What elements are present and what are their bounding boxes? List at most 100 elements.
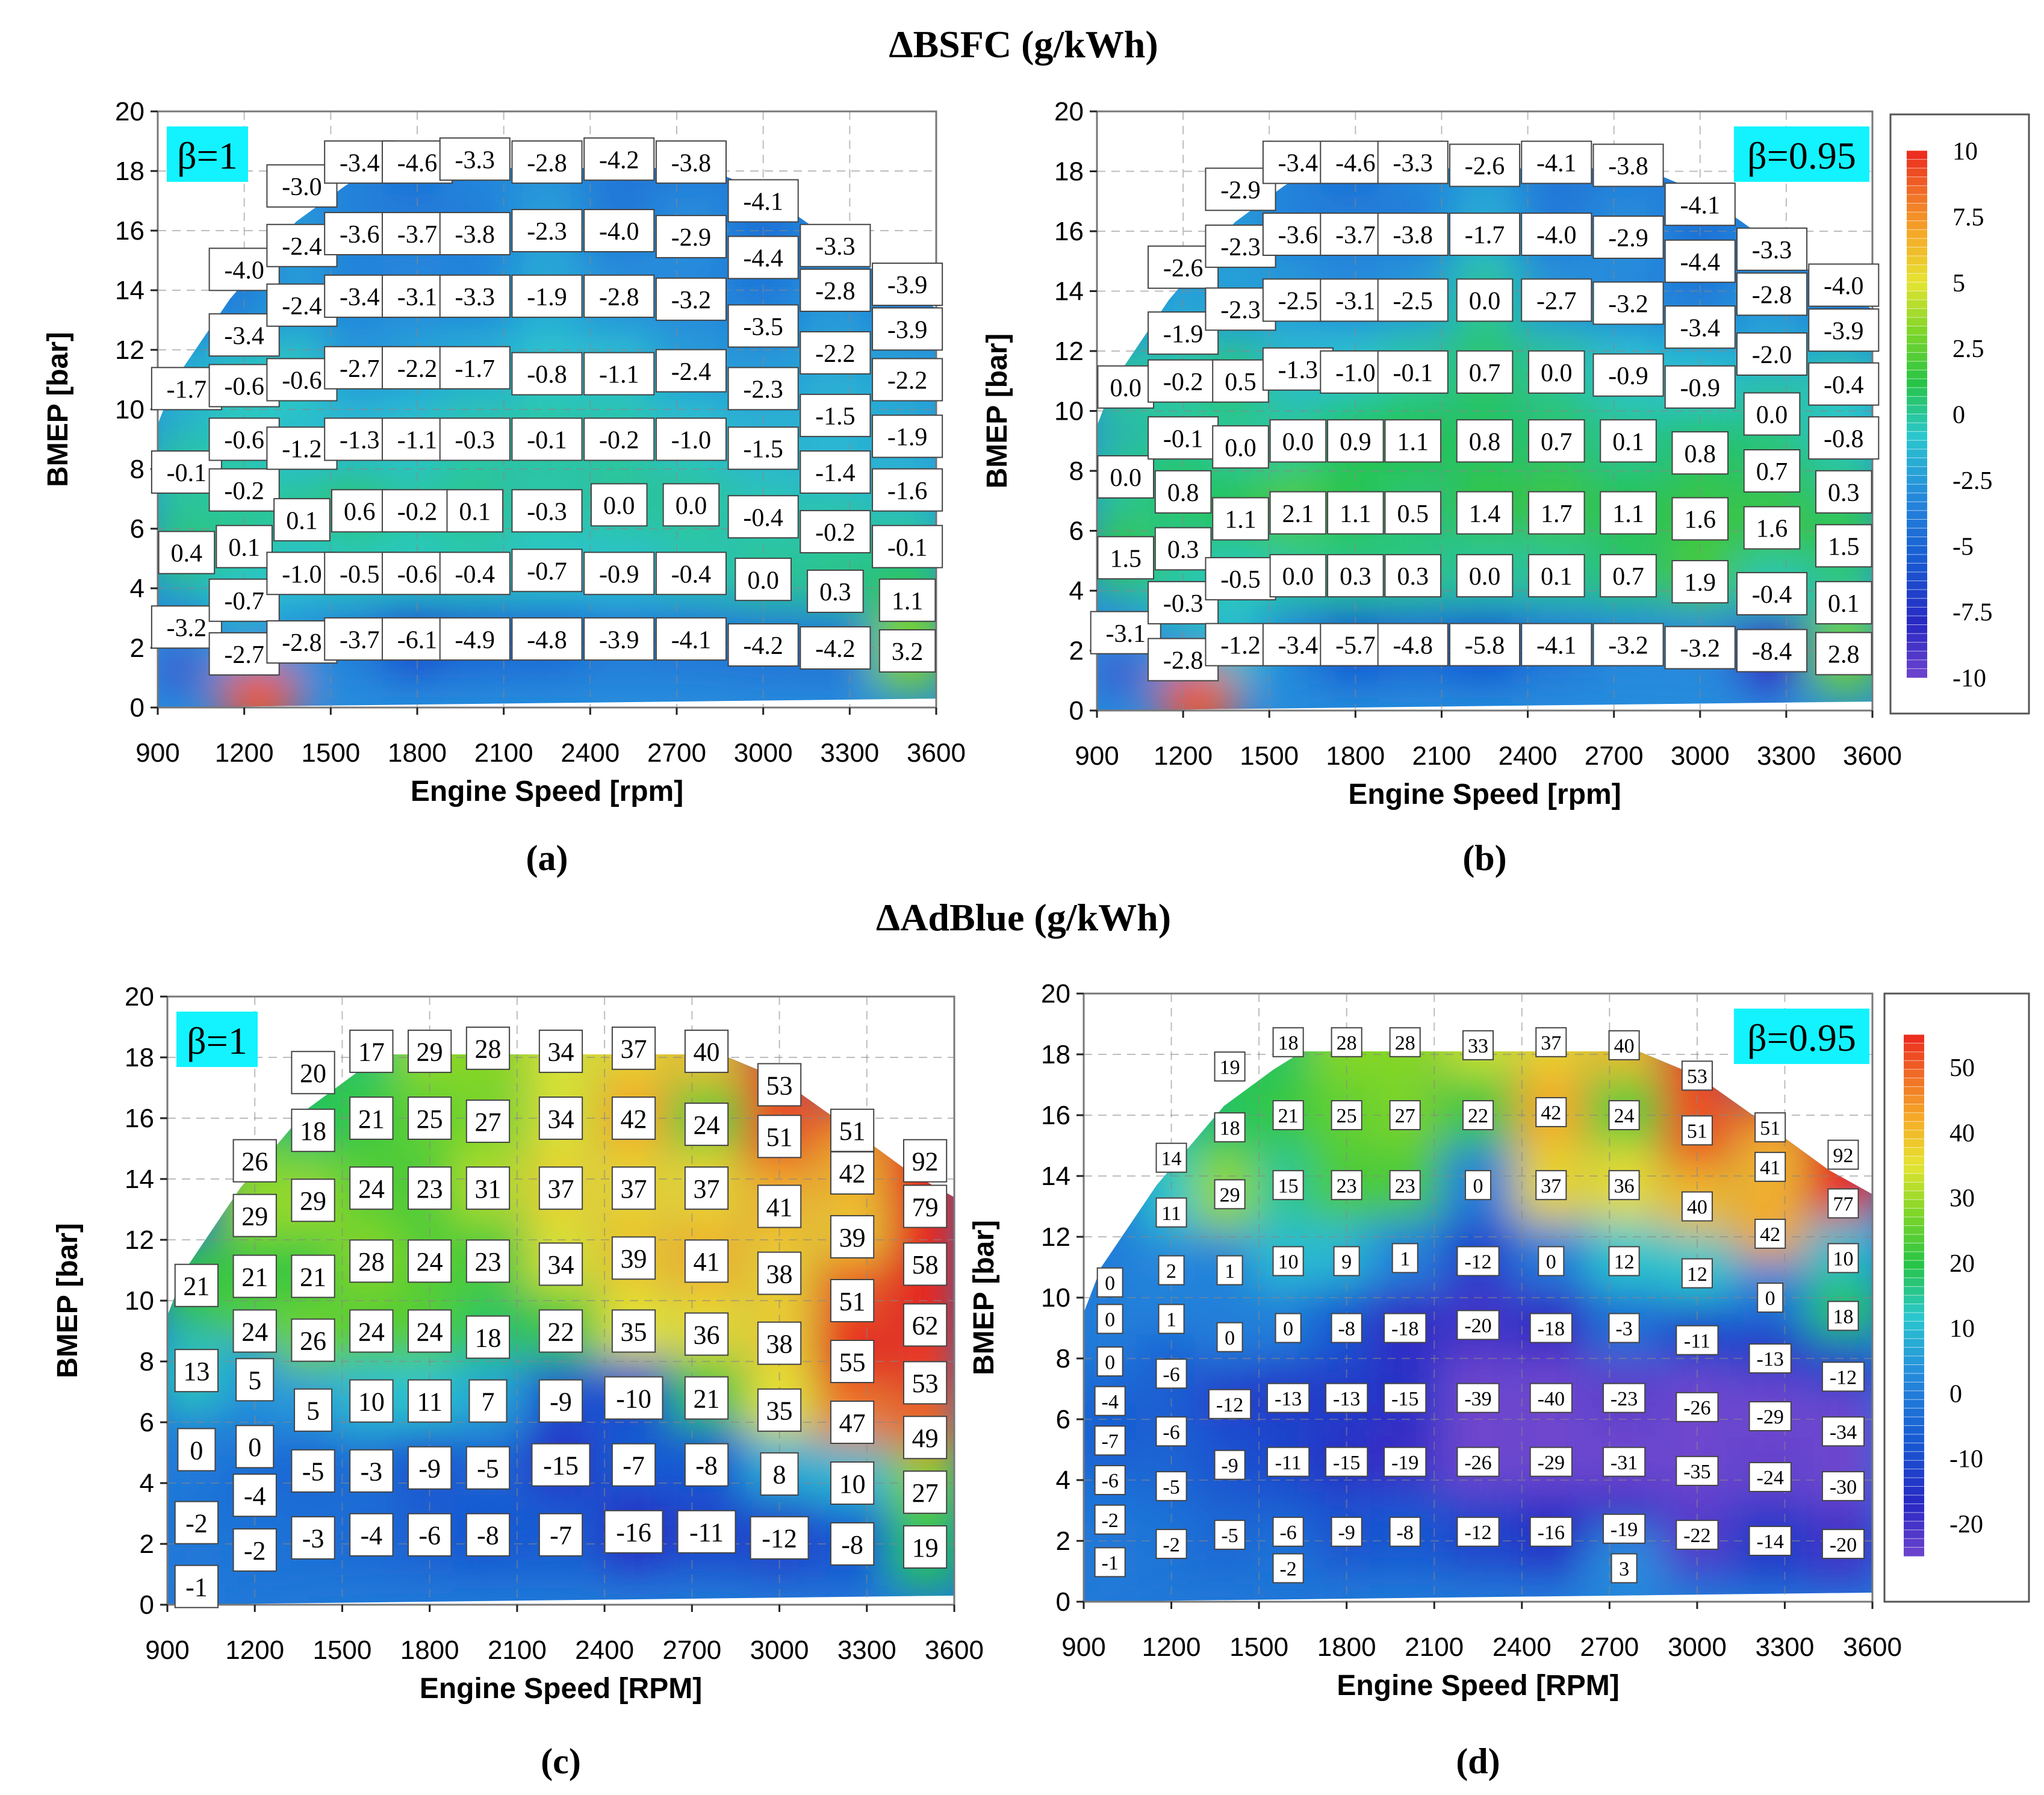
value-label: -10 <box>616 1384 651 1413</box>
value-box <box>1377 140 1449 184</box>
value-box <box>800 509 871 553</box>
value-label: -2.4 <box>282 293 322 320</box>
value-label: -3.2 <box>1680 635 1721 663</box>
value-label: 0.3 <box>1167 536 1199 564</box>
colorbar-swatch <box>1904 1225 1924 1235</box>
value-box <box>1456 1310 1500 1340</box>
y-tick-label: 6 <box>1069 517 1084 546</box>
value-label: 2.8 <box>1828 641 1860 669</box>
value-label: -6 <box>1163 1421 1179 1443</box>
value-label: -2.7 <box>224 641 264 669</box>
value-box <box>655 140 727 184</box>
value-box <box>830 1461 875 1505</box>
colorbar-swatch <box>1907 176 1927 186</box>
y-tick-label: 18 <box>1041 1040 1070 1069</box>
value-label: -2.9 <box>1220 176 1261 204</box>
value-label: 1.7 <box>1541 500 1573 528</box>
colorbar-swatch <box>1907 379 1927 388</box>
value-label: -0.2 <box>1163 369 1204 396</box>
y-tick-label: 18 <box>115 157 144 186</box>
value-label: 0.0 <box>747 567 779 594</box>
value-box <box>735 558 792 602</box>
value-box <box>511 489 583 533</box>
value-box <box>1815 580 1872 624</box>
value-label: 37 <box>621 1174 647 1204</box>
value-box <box>511 549 583 593</box>
value-label: -12 <box>1464 1251 1491 1274</box>
colorbar-swatch <box>1904 1173 1924 1183</box>
y-tick-label: 20 <box>1054 97 1084 126</box>
value-label: -1.3 <box>340 427 380 455</box>
value-label: -5 <box>1163 1476 1179 1498</box>
colorbar-swatch <box>1907 343 1927 353</box>
value-label: -0.2 <box>815 519 856 547</box>
value-label: 41 <box>694 1247 720 1277</box>
value-box <box>1827 1301 1859 1331</box>
value-box <box>1527 419 1585 463</box>
colorbar-swatch <box>1907 493 1927 502</box>
value-label: -15 <box>543 1451 579 1481</box>
value-label: 27 <box>474 1107 501 1137</box>
value-label: -12 <box>1830 1367 1857 1389</box>
x-tick-label: 1200 <box>1142 1632 1201 1662</box>
colorbar-swatch <box>1904 1121 1924 1131</box>
value-box <box>538 1242 583 1286</box>
colorbar-swatch <box>1907 396 1927 406</box>
value-box <box>655 552 727 596</box>
value-box <box>1754 1151 1786 1182</box>
value-label: 0.0 <box>603 493 635 520</box>
colorbar-swatch <box>1904 1043 1924 1053</box>
value-label: -4.8 <box>527 626 567 654</box>
colorbar-swatch <box>1907 405 1927 415</box>
colorbar-swatch <box>1904 1390 1924 1400</box>
value-label: 0.3 <box>819 579 851 606</box>
value-box <box>1272 1100 1304 1130</box>
value-box <box>1333 1246 1360 1277</box>
value-box <box>604 1376 663 1420</box>
y-axis-label: BMEP [bar] <box>52 1223 84 1378</box>
y-tick-label: 14 <box>115 276 144 305</box>
value-label: 34 <box>548 1104 574 1134</box>
value-label: 0.1 <box>1828 590 1860 618</box>
value-label: 8 <box>773 1460 786 1490</box>
colorbar-swatch <box>1907 475 1927 485</box>
value-box <box>757 1388 802 1432</box>
value-label: -4 <box>244 1481 266 1511</box>
value-box <box>878 578 936 622</box>
value-label: -0.8 <box>527 361 567 389</box>
x-axis-label: Engine Speed [rpm] <box>1348 779 1621 810</box>
value-box <box>1456 491 1514 535</box>
value-box <box>1214 1519 1246 1550</box>
colorbar-swatch <box>1904 1182 1924 1192</box>
value-box <box>331 489 388 533</box>
colorbar-swatch <box>1904 1199 1924 1209</box>
value-label: -3.3 <box>455 284 495 311</box>
value-box <box>1384 1446 1427 1477</box>
value-label: 0.3 <box>1340 563 1371 591</box>
y-tick-label: 12 <box>1041 1222 1070 1252</box>
value-box <box>511 140 583 184</box>
value-box <box>1154 470 1212 514</box>
value-box <box>381 489 453 533</box>
colorbar-swatch <box>1904 1243 1924 1252</box>
value-label: 42 <box>621 1104 647 1134</box>
value-label: 34 <box>548 1250 574 1280</box>
value-label: 23 <box>417 1174 443 1204</box>
y-tick-label: 14 <box>1054 277 1084 306</box>
value-box <box>538 1166 583 1210</box>
value-label: 41 <box>1760 1157 1780 1179</box>
value-label: 36 <box>694 1320 720 1349</box>
colorbar-swatch <box>1907 264 1927 274</box>
value-box <box>727 495 799 539</box>
value-box <box>1757 1283 1784 1313</box>
beta-badge <box>1734 126 1869 182</box>
value-box <box>611 1443 656 1487</box>
value-box <box>408 1379 452 1423</box>
value-label: 39 <box>839 1223 866 1252</box>
colorbar-swatch <box>1907 563 1927 573</box>
value-box <box>604 1510 663 1554</box>
value-box <box>408 1166 452 1210</box>
x-axis-label: Engine Speed [RPM] <box>420 1673 702 1705</box>
value-box <box>538 1097 583 1140</box>
value-label: -23 <box>1611 1388 1638 1410</box>
